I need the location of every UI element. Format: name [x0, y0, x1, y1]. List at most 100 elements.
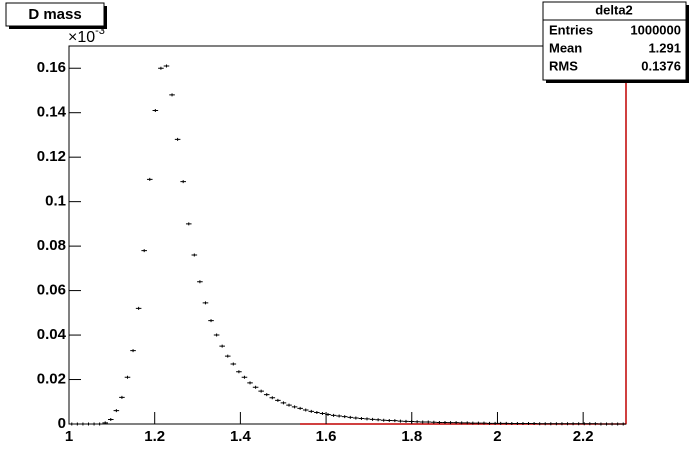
x-tick-label: 2	[493, 428, 501, 445]
data-point	[119, 395, 125, 399]
data-point	[291, 405, 298, 409]
data-point	[531, 422, 537, 426]
data-point	[275, 398, 281, 402]
y-tick-label: 0.02	[37, 370, 66, 387]
data-point	[96, 422, 103, 426]
data-point	[492, 421, 498, 425]
data-point	[135, 306, 142, 310]
data-point	[620, 422, 626, 426]
data-point	[152, 108, 159, 112]
data-point	[470, 421, 476, 425]
data-point	[358, 416, 365, 420]
data-point	[252, 385, 259, 389]
data-point	[247, 381, 253, 385]
data-point	[364, 417, 370, 421]
data-point	[592, 422, 599, 426]
data-point	[224, 354, 231, 358]
data-point	[609, 422, 615, 426]
data-point	[581, 422, 588, 426]
data-point	[213, 333, 220, 337]
y-tick-label: 0.06	[37, 282, 66, 299]
data-point	[202, 301, 209, 305]
y-tick-label: 0.04	[37, 326, 67, 343]
data-point	[392, 419, 398, 423]
x-tick-label: 1.8	[401, 428, 422, 445]
data-point	[124, 375, 131, 379]
data-point	[319, 412, 326, 416]
data-point	[74, 422, 81, 426]
x-tick-label: 2.2	[573, 428, 594, 445]
stats-value: 0.1376	[641, 58, 681, 73]
data-point	[453, 421, 459, 425]
data-point	[85, 422, 92, 426]
data-point	[91, 422, 97, 426]
data-point	[353, 416, 359, 420]
data-point	[219, 344, 225, 348]
data-point	[263, 393, 270, 397]
data-point	[431, 420, 437, 424]
title-frame	[5, 2, 105, 27]
data-point	[241, 375, 248, 379]
x-tick-label: 1.2	[144, 428, 165, 445]
data-point	[314, 410, 320, 414]
data-point	[553, 422, 560, 426]
data-point	[286, 403, 292, 407]
data-point	[185, 222, 192, 226]
data-point	[587, 422, 593, 426]
stats-value: 1000000	[630, 22, 681, 37]
stats-label: RMS	[549, 58, 578, 73]
data-point	[158, 66, 164, 70]
y-tick-label: 0.1	[45, 193, 66, 210]
y-tick-label: 0.16	[37, 59, 66, 76]
data-point	[442, 420, 448, 424]
data-point	[336, 414, 342, 418]
data-point	[102, 421, 108, 425]
data-point	[269, 396, 276, 400]
stats-label: Mean	[549, 40, 582, 55]
data-point	[302, 408, 309, 412]
data-point	[341, 415, 348, 419]
data-point	[163, 64, 170, 68]
data-point	[403, 419, 409, 423]
data-point	[414, 420, 420, 424]
data-point	[408, 420, 415, 424]
y-tick-label: 0.12	[37, 148, 66, 165]
data-point	[559, 422, 565, 426]
data-point	[548, 422, 554, 426]
y-tick-label: 0.14	[37, 104, 67, 121]
data-point	[419, 420, 426, 424]
data-point	[208, 319, 214, 323]
data-point	[369, 417, 376, 421]
data-point	[236, 370, 242, 374]
data-point	[397, 419, 404, 423]
data-point	[514, 422, 521, 426]
x-tick-label: 1.6	[316, 428, 337, 445]
axis-multiplier: ×10-3	[68, 25, 105, 46]
data-point	[258, 389, 264, 393]
data-point	[564, 422, 571, 426]
data-point	[520, 422, 526, 426]
data-point	[570, 422, 576, 426]
stats-box: delta2 Entries 1000000 Mean 1.291 RMS 0.…	[542, 1, 689, 83]
data-point	[447, 421, 454, 425]
data-point	[308, 409, 315, 413]
x-tick-label: 1	[65, 428, 73, 445]
data-point	[509, 422, 515, 426]
data-point	[386, 418, 393, 422]
data-point	[575, 422, 582, 426]
data-point	[536, 422, 543, 426]
data-point	[425, 420, 432, 424]
data-point	[69, 422, 75, 426]
data-point	[464, 421, 471, 425]
data-point	[325, 412, 331, 416]
multiplier-exponent: -3	[95, 25, 105, 37]
chart-title: D mass	[28, 6, 81, 23]
data-point	[141, 249, 147, 253]
data-point	[525, 422, 532, 426]
data-point	[197, 280, 203, 284]
data-point	[113, 409, 120, 413]
data-point	[375, 418, 381, 422]
stats-frame	[542, 1, 687, 81]
data-point	[130, 349, 136, 353]
